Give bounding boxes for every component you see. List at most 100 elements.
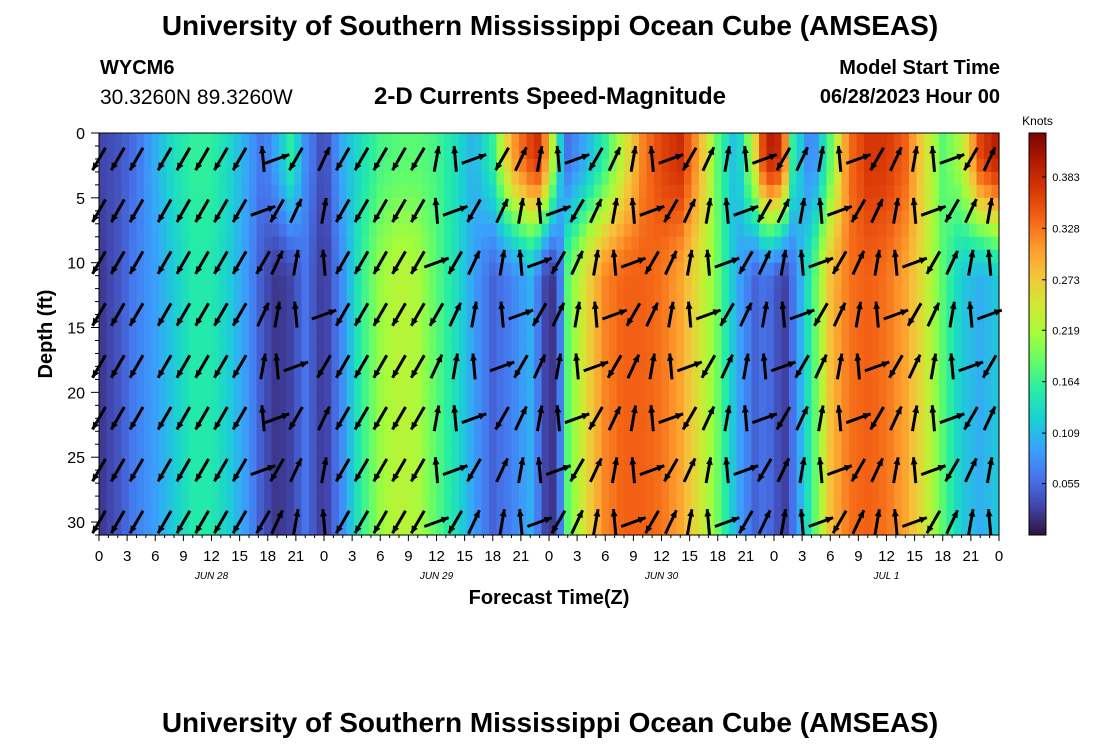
heatmap-cell xyxy=(301,444,310,458)
heatmap-cell xyxy=(796,483,805,497)
heatmap-cell xyxy=(99,288,108,303)
current-vector-arrow xyxy=(442,204,469,217)
heatmap-cell xyxy=(601,288,610,303)
heatmap-cell xyxy=(691,133,700,147)
heatmap-cell xyxy=(174,223,183,238)
heatmap-cell xyxy=(669,366,678,380)
heatmap-cell xyxy=(571,327,580,342)
heatmap-cell xyxy=(661,275,670,290)
heatmap-cell xyxy=(294,288,303,303)
heatmap-cell xyxy=(541,366,550,380)
heatmap-cell xyxy=(181,327,190,342)
heatmap-cell xyxy=(264,470,273,484)
heatmap-cell xyxy=(414,288,423,303)
heatmap-cell xyxy=(969,158,978,173)
x-tick-label: 18 xyxy=(709,548,726,565)
heatmap-cell xyxy=(489,392,498,406)
heatmap-cell xyxy=(361,496,370,510)
heatmap-cell xyxy=(406,197,415,212)
heatmap-cell xyxy=(234,236,243,251)
heatmap-cell xyxy=(954,288,963,303)
current-vector-arrow xyxy=(606,354,623,379)
heatmap-cell xyxy=(286,340,295,355)
heatmap-cell xyxy=(204,262,213,277)
heatmap-cell xyxy=(834,340,843,355)
heatmap-cell xyxy=(556,366,565,380)
heatmap-cell xyxy=(789,418,798,432)
heatmap-cell xyxy=(639,405,648,419)
heatmap-cell xyxy=(886,327,895,342)
heatmap-cell xyxy=(459,340,468,355)
heatmap-cell xyxy=(564,262,573,277)
heatmap-cell xyxy=(706,301,715,316)
current-vector-arrow xyxy=(629,457,637,484)
heatmap-cell xyxy=(946,509,955,523)
heatmap-cell xyxy=(301,158,310,173)
heatmap-cell xyxy=(466,457,475,471)
heatmap-cell xyxy=(99,133,108,147)
heatmap-cell xyxy=(526,275,535,290)
heatmap-cell xyxy=(189,210,198,225)
heatmap-cell xyxy=(639,210,648,225)
heatmap-cell xyxy=(826,509,835,523)
heatmap-cell xyxy=(796,431,805,445)
heatmap-cell xyxy=(136,366,145,380)
heatmap-cell xyxy=(984,496,993,510)
heatmap-cell xyxy=(481,327,490,342)
heatmap-cell xyxy=(654,210,663,225)
heatmap-cell xyxy=(691,457,700,471)
heatmap-cell xyxy=(309,470,318,484)
heatmap-cell xyxy=(474,418,483,432)
heatmap-cell xyxy=(324,171,333,186)
heatmap-cell xyxy=(646,444,655,458)
heatmap-cell xyxy=(406,249,415,264)
heatmap-cell xyxy=(331,522,340,536)
current-vector-arrow xyxy=(570,250,584,276)
heatmap-cell xyxy=(286,431,295,445)
heatmap-cell xyxy=(474,353,483,368)
heatmap-cell xyxy=(376,366,385,380)
heatmap-cell xyxy=(444,470,453,484)
heatmap-cell xyxy=(286,457,295,471)
heatmap-cell xyxy=(631,314,640,329)
current-vector-arrow xyxy=(826,204,853,217)
heatmap-cell xyxy=(564,431,573,445)
heatmap-cell xyxy=(781,275,790,290)
heatmap-cell xyxy=(886,223,895,238)
heatmap-cell xyxy=(444,496,453,510)
heatmap-cell xyxy=(331,133,340,147)
colorbar-tick-label: 0.273 xyxy=(1052,275,1080,287)
heatmap-cell xyxy=(661,353,670,368)
heatmap-cell xyxy=(564,470,573,484)
time-axis: 0 3 6 9 12 15 18 21 0 3 6 9 12 15 18 21 0 3 6 9 12 15 18 21 0 3 6 9… xyxy=(95,535,1003,582)
heatmap-cell xyxy=(946,249,955,264)
heatmap-cell xyxy=(346,405,355,419)
heatmap-cell xyxy=(969,431,978,445)
heatmap-cell xyxy=(789,366,798,380)
heatmap-cell xyxy=(151,392,160,406)
heatmap-cell xyxy=(504,353,513,368)
heatmap-cell xyxy=(324,210,333,225)
current-vector-arrow xyxy=(554,405,562,432)
heatmap-cell xyxy=(601,301,610,316)
heatmap-cell xyxy=(511,223,520,238)
heatmap-cell xyxy=(451,301,460,316)
heatmap-cell xyxy=(264,210,273,225)
heatmap-cell xyxy=(106,340,115,355)
current-vector-arrow xyxy=(410,510,426,535)
heatmap-cell xyxy=(991,158,1000,173)
heatmap-cell xyxy=(279,184,288,199)
heatmap-cell xyxy=(256,301,265,316)
heatmap-cell xyxy=(264,392,273,406)
heatmap-cell xyxy=(654,418,663,432)
heatmap-cell xyxy=(616,223,625,238)
heatmap-cell xyxy=(316,223,325,238)
heatmap-cell xyxy=(969,236,978,251)
heatmap-cell xyxy=(969,275,978,290)
current-vector-arrow xyxy=(714,516,740,528)
heatmap-cell xyxy=(549,509,558,523)
heatmap-cell xyxy=(916,457,925,471)
heatmap-cell xyxy=(376,496,385,510)
heatmap-cell xyxy=(541,522,550,536)
